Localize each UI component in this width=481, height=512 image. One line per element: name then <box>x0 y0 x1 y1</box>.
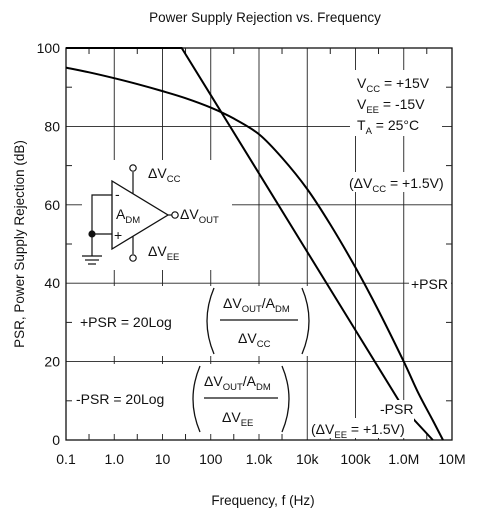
opamp-triangle <box>111 179 170 251</box>
psr-plus-numerator: ΔVOUT/ADM <box>223 295 290 315</box>
opamp-vee-terminal <box>129 254 137 262</box>
psr-plus-lhs: +PSR = 20Log <box>80 314 172 330</box>
psr-plus-right-paren <box>301 287 310 355</box>
opamp-output-terminal <box>171 211 179 219</box>
psr-plus-label-block: +PSR <box>409 274 451 292</box>
opamp-vcc-terminal <box>129 164 137 172</box>
dvee-condition-block: (ΔVEE = +1.5V) <box>308 418 414 441</box>
psr-minus-lhs: -PSR = 20Log <box>76 391 164 407</box>
psr-minus-label: -PSR <box>380 401 413 417</box>
y-tick-label: 80 <box>44 118 60 134</box>
x-tick-label: 0.1 <box>56 451 76 467</box>
opamp-output-label: ΔVOUT <box>180 206 219 226</box>
chart-title: Power Supply Rejection vs. Frequency <box>149 10 381 25</box>
y-tick-label: 60 <box>44 197 60 213</box>
series-psr-plus-line <box>65 66 444 441</box>
psr-plus-label: +PSR <box>411 276 448 292</box>
opamp-minus-sign: - <box>115 186 120 202</box>
dvcc-condition: (ΔVCC = +1.5V) <box>349 175 444 195</box>
x-axis-label: Frequency, f (Hz) <box>211 493 314 508</box>
x-tick-label: 10M <box>438 451 465 467</box>
psr-minus-left-paren <box>192 365 201 433</box>
dvcc-condition-block: (ΔVCC = +1.5V) <box>346 172 450 195</box>
y-axis-label: PSR, Power Supply Rejection (dB) <box>12 140 27 348</box>
x-tick-label: 100k <box>340 451 371 467</box>
series-group <box>65 47 444 441</box>
y-tick-label: 20 <box>44 354 60 370</box>
opamp-vcc-label: ΔVCC <box>148 165 181 185</box>
y-tick-label: 100 <box>37 40 61 56</box>
psr-minus-equation: -PSR = 20Log ΔVOUT/ADM ΔVEE <box>72 364 290 434</box>
tick-labels: 0.1 1.0 10 100 1.0k 10k 100k 1.0M 10M 0 20 40 60 80 10… <box>37 40 466 467</box>
opamp-gain-label: ADM <box>116 206 140 226</box>
psr-plus-left-paren <box>206 287 215 355</box>
psr-plus-denominator: ΔVCC <box>238 330 271 350</box>
opamp-schematic: - + ADM ΔVCC ΔVEE ΔVOUT <box>82 160 232 270</box>
opamp-plus-sign: + <box>114 227 122 243</box>
y-tick-label: 0 <box>52 432 60 448</box>
psr-minus-denominator: ΔVEE <box>222 409 253 429</box>
opamp-vee-label: ΔVEE <box>148 243 179 263</box>
dvee-condition: (ΔVEE = +1.5V) <box>311 421 405 441</box>
psr-minus-numerator: ΔVOUT/ADM <box>204 373 271 393</box>
x-tick-label: 1.0M <box>388 451 419 467</box>
x-tick-label: 1.0k <box>246 451 273 467</box>
x-tick-label: 100 <box>199 451 223 467</box>
psr-plus-equation: +PSR = 20Log ΔVOUT/ADM ΔVCC <box>76 286 312 356</box>
x-tick-label: 1.0 <box>105 451 125 467</box>
y-tick-label: 40 <box>44 275 60 291</box>
vee-condition: VEE = -15V <box>357 96 425 116</box>
x-tick-label: 10 <box>155 451 171 467</box>
opamp-feedback-wire <box>91 194 112 235</box>
psr-minus-label-block: -PSR <box>378 400 420 418</box>
psr-minus-right-paren <box>281 365 290 433</box>
x-tick-label: 10k <box>296 451 320 467</box>
ta-condition: TA = 25°C <box>357 117 419 137</box>
vcc-condition: VCC = +15V <box>357 75 430 95</box>
conditions-block: VCC = +15V VEE = -15V TA = 25°C <box>350 70 442 137</box>
series-psr-minus-line <box>66 47 434 441</box>
